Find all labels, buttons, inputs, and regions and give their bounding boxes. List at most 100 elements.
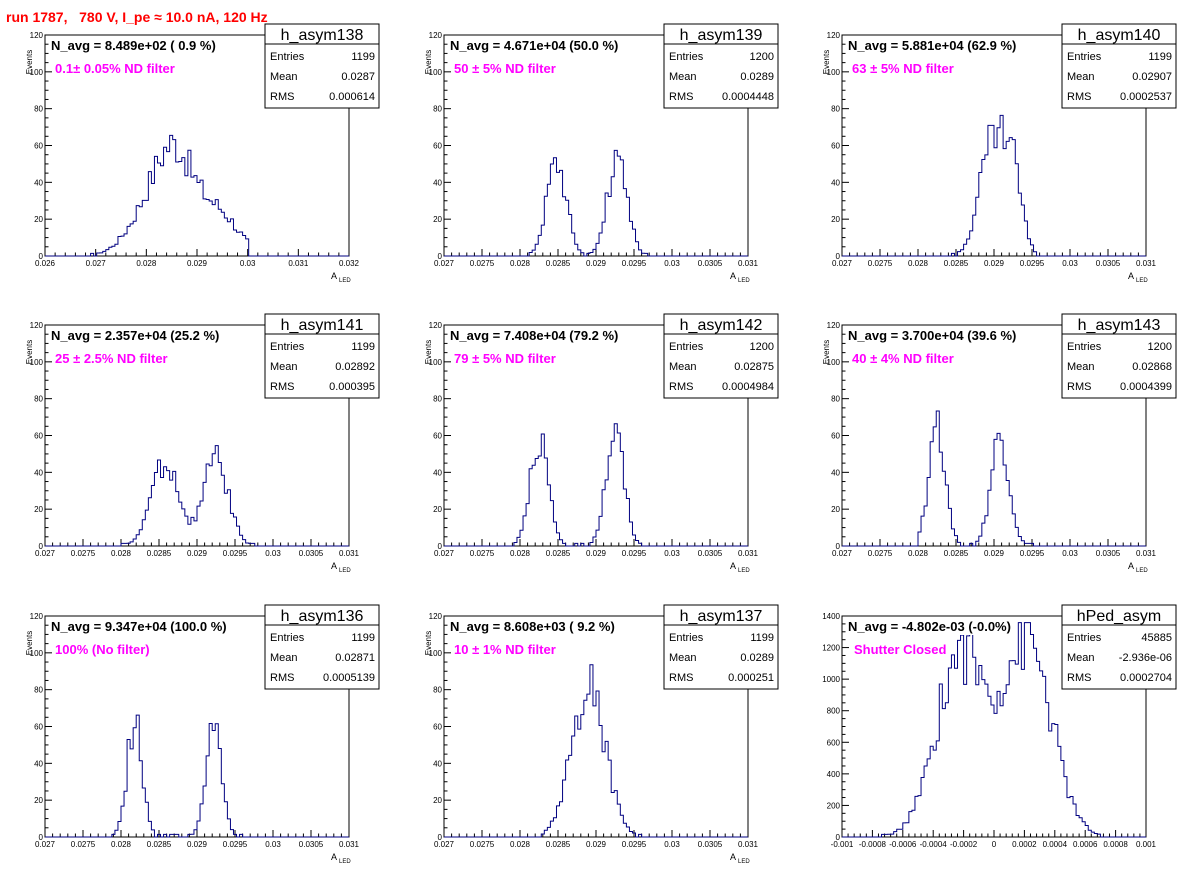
x-tick-label: 0.0305 <box>698 549 723 558</box>
stats-value: 0.02871 <box>335 652 375 664</box>
y-tick-label: 80 <box>34 395 43 404</box>
navg-label-bg <box>49 617 231 635</box>
x-tick-label: 0.0275 <box>71 840 96 849</box>
x-tick-label: 0.03 <box>664 840 680 849</box>
x-tick-label: 0.028 <box>510 259 531 268</box>
histogram-panel-h_asym143: 0 20 40 60 80 100 120 0.027 0.0275 0.028 0.0285 0.0… <box>822 313 1177 574</box>
x-tick-label: 0.028 <box>111 549 132 558</box>
navg-label: N_avg = 4.671e+04 (50.0 %) <box>450 38 618 53</box>
stats-box <box>663 604 779 690</box>
histogram-line <box>842 622 1146 838</box>
y-tick-label: 100 <box>30 68 44 77</box>
navg-label-bg <box>448 36 623 54</box>
x-tick-label: 0.029 <box>984 259 1005 268</box>
y-tick-label: 60 <box>34 432 43 441</box>
y-tick-label: 40 <box>831 468 840 477</box>
x-tick-label: 0.0285 <box>546 259 571 268</box>
x-axis-title: A <box>1128 271 1134 281</box>
stats-value: 0.0004984 <box>722 381 774 393</box>
stats-value: 1200 <box>750 51 774 63</box>
y-tick-label: 100 <box>429 68 443 77</box>
x-tick-label: 0.0275 <box>470 259 495 268</box>
x-tick-label: -0.0008 <box>859 840 887 849</box>
x-tick-label: -0.0006 <box>889 840 917 849</box>
histogram-name: h_asym137 <box>680 608 763 625</box>
x-axis-title: A <box>730 561 736 571</box>
stats-value: 1199 <box>750 632 774 644</box>
y-tick-label: 120 <box>827 31 841 40</box>
histogram-name: h_asym138 <box>281 27 364 44</box>
stats-label: Entries <box>1067 341 1102 353</box>
navg-label-bg <box>846 617 1015 635</box>
y-tick-label: 1400 <box>822 612 840 621</box>
y-axis-title: Events <box>25 340 34 364</box>
y-tick-label: 80 <box>34 105 43 114</box>
stats-value: 45885 <box>1141 632 1172 644</box>
y-tick-label: 20 <box>34 505 43 514</box>
y-tick-label: 100 <box>429 649 443 658</box>
filter-label: 0.1± 0.05% ND filter <box>55 61 175 76</box>
stats-label: Entries <box>270 51 305 63</box>
stats-label: RMS <box>1067 672 1091 684</box>
stats-label: Mean <box>1067 71 1095 83</box>
y-axis-title: Events <box>25 50 34 74</box>
stats-value: 1199 <box>1148 51 1172 63</box>
stats-value: 0.000251 <box>728 672 774 684</box>
x-tick-label: 0.03 <box>1062 259 1078 268</box>
navg-label: N_avg = 8.608e+03 ( 9.2 %) <box>450 619 615 634</box>
y-tick-label: 0 <box>836 833 841 842</box>
histogram-line <box>45 445 349 547</box>
x-tick-label: 0 <box>992 840 997 849</box>
x-tick-label: 0.0008 <box>1103 840 1128 849</box>
x-tick-label: 0.028 <box>136 259 157 268</box>
navg-label: N_avg = 8.489e+02 ( 0.9 %) <box>51 38 216 53</box>
y-tick-label: 20 <box>433 215 442 224</box>
navg-label-bg <box>448 617 619 635</box>
stats-value: 0.0287 <box>341 71 375 83</box>
x-tick-label: -0.001 <box>831 840 854 849</box>
x-tick-label: 0.0285 <box>944 549 969 558</box>
x-axis-title: A <box>730 271 736 281</box>
stats-label: Mean <box>669 361 697 373</box>
histogram-name: h_asym140 <box>1078 27 1161 44</box>
x-tick-label: 0.03 <box>240 259 256 268</box>
x-tick-label: 0.0305 <box>1096 259 1121 268</box>
x-tick-label: 0.028 <box>908 549 929 558</box>
histogram-line <box>444 423 748 547</box>
x-tick-label: 0.029 <box>586 259 607 268</box>
histogram-panel-h_asym139: 0 20 40 60 80 100 120 0.027 0.0275 0.028 0.0285 0.0… <box>424 23 779 284</box>
y-tick-label: 80 <box>34 686 43 695</box>
x-tick-label: 0.031 <box>1136 549 1157 558</box>
x-tick-label: 0.027 <box>832 549 853 558</box>
x-tick-label: 0.032 <box>339 259 360 268</box>
filter-label: 50 ± 5% ND filter <box>454 61 556 76</box>
y-tick-label: 0 <box>39 252 44 261</box>
stats-value: 0.000614 <box>329 91 375 103</box>
x-tick-label: 0.031 <box>738 259 759 268</box>
histogram-line <box>45 714 349 838</box>
y-tick-label: 0 <box>438 542 443 551</box>
navg-label: N_avg = -4.802e-03 (-0.0%) <box>848 619 1011 634</box>
stats-value: 0.0004399 <box>1120 381 1172 393</box>
filter-label: Shutter Closed <box>854 642 947 657</box>
x-tick-label: 0.027 <box>434 549 455 558</box>
x-tick-label: 0.027 <box>35 549 56 558</box>
x-tick-label: 0.027 <box>35 840 56 849</box>
x-tick-label: -0.0002 <box>950 840 978 849</box>
navg-label: N_avg = 9.347e+04 (100.0 %) <box>51 619 227 634</box>
stats-value: 0.0002537 <box>1120 91 1172 103</box>
y-tick-label: 20 <box>34 215 43 224</box>
x-axis-title: A <box>1128 561 1134 571</box>
filter-label: 25 ± 2.5% ND filter <box>55 351 168 366</box>
filter-label: 63 ± 5% ND filter <box>852 61 954 76</box>
x-axis-title-subscript: LED <box>339 859 351 865</box>
stats-label: RMS <box>270 91 294 103</box>
x-tick-label: 0.029 <box>187 549 208 558</box>
y-tick-label: 60 <box>831 432 840 441</box>
stats-label: Mean <box>1067 652 1095 664</box>
x-tick-label: 0.0275 <box>470 549 495 558</box>
stats-box <box>663 313 779 399</box>
stats-value: 0.0002704 <box>1120 672 1172 684</box>
